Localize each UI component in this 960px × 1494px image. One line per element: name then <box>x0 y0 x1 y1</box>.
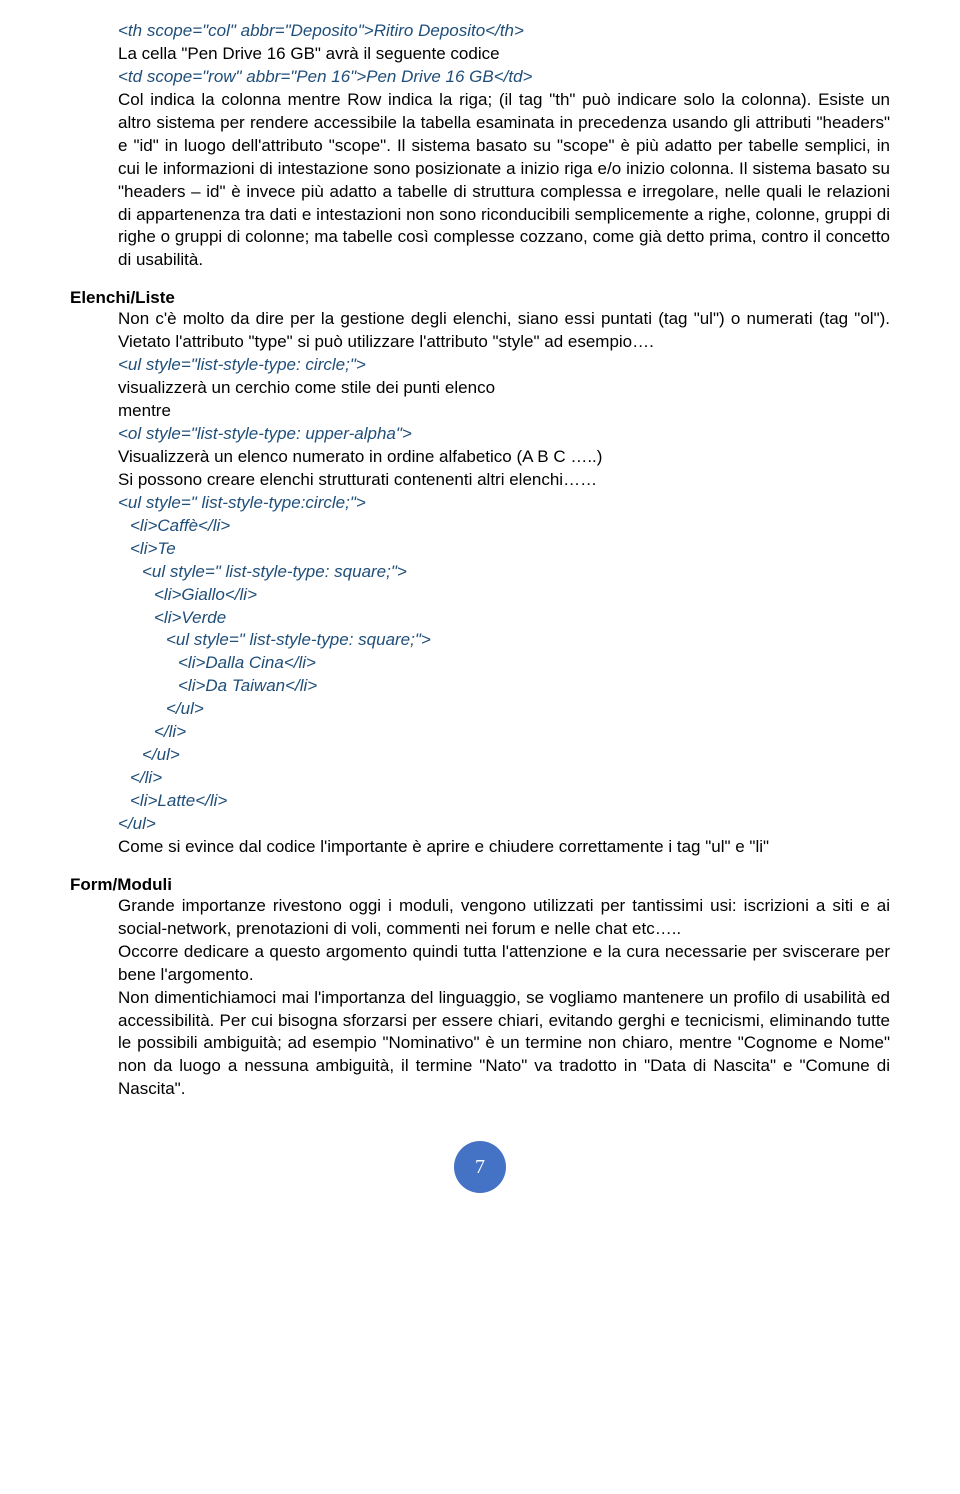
body-text: visualizzerà un cerchio come stile dei p… <box>118 377 890 400</box>
body-text: Come si evince dal codice l'importante è… <box>118 836 890 859</box>
code-line: <li>Latte</li> <box>118 790 890 813</box>
code-block: <ul style=" list-style-type:circle;"> <l… <box>118 492 890 836</box>
code-line: <td scope="row" abbr="Pen 16">Pen Drive … <box>118 66 890 89</box>
body-paragraph: Occorre dedicare a questo argomento quin… <box>118 941 890 987</box>
code-line: </ul> <box>118 744 890 767</box>
body-paragraph: Col indica la colonna mentre Row indica … <box>118 89 890 273</box>
code-line: <li>Te <box>118 538 890 561</box>
code-line: <li>Da Taiwan</li> <box>118 675 890 698</box>
section-heading-elenchi: Elenchi/Liste <box>70 288 890 308</box>
top-section: <th scope="col" abbr="Deposito">Ritiro D… <box>70 20 890 272</box>
body-text: Si possono creare elenchi strutturati co… <box>118 469 890 492</box>
document-page: <th scope="col" abbr="Deposito">Ritiro D… <box>0 0 960 1223</box>
code-line: <li>Giallo</li> <box>118 584 890 607</box>
code-line: <ul style=" list-style-type:circle;"> <box>118 492 890 515</box>
code-line: </ul> <box>118 813 890 836</box>
body-text: Visualizzerà un elenco numerato in ordin… <box>118 446 890 469</box>
body-text: mentre <box>118 400 890 423</box>
code-line: <li>Dalla Cina</li> <box>118 652 890 675</box>
page-number-text: 7 <box>475 1156 485 1179</box>
form-section: Grande importanze rivestono oggi i modul… <box>70 895 890 1101</box>
code-line: </li> <box>118 721 890 744</box>
body-text: La cella "Pen Drive 16 GB" avrà il segue… <box>118 43 890 66</box>
code-line: </li> <box>118 767 890 790</box>
code-line: <li>Verde <box>118 607 890 630</box>
body-paragraph: Grande importanze rivestono oggi i modul… <box>118 895 890 941</box>
code-line: <ul style=" list-style-type: square;"> <box>118 561 890 584</box>
code-line: </ul> <box>118 698 890 721</box>
page-number-badge: 7 <box>454 1141 506 1193</box>
code-line: <li>Caffè</li> <box>118 515 890 538</box>
code-line: <ul style=" list-style-type: square;"> <box>118 629 890 652</box>
body-text: Non c'è molto da dire per la gestione de… <box>118 308 890 354</box>
code-line: <th scope="col" abbr="Deposito">Ritiro D… <box>118 20 890 43</box>
elenchi-section: Non c'è molto da dire per la gestione de… <box>70 308 890 859</box>
body-paragraph: Non dimentichiamoci mai l'importanza del… <box>118 987 890 1102</box>
code-line: <ol style="list-style-type: upper-alpha"… <box>118 423 890 446</box>
section-heading-form: Form/Moduli <box>70 875 890 895</box>
code-line: <ul style="list-style-type: circle;"> <box>118 354 890 377</box>
